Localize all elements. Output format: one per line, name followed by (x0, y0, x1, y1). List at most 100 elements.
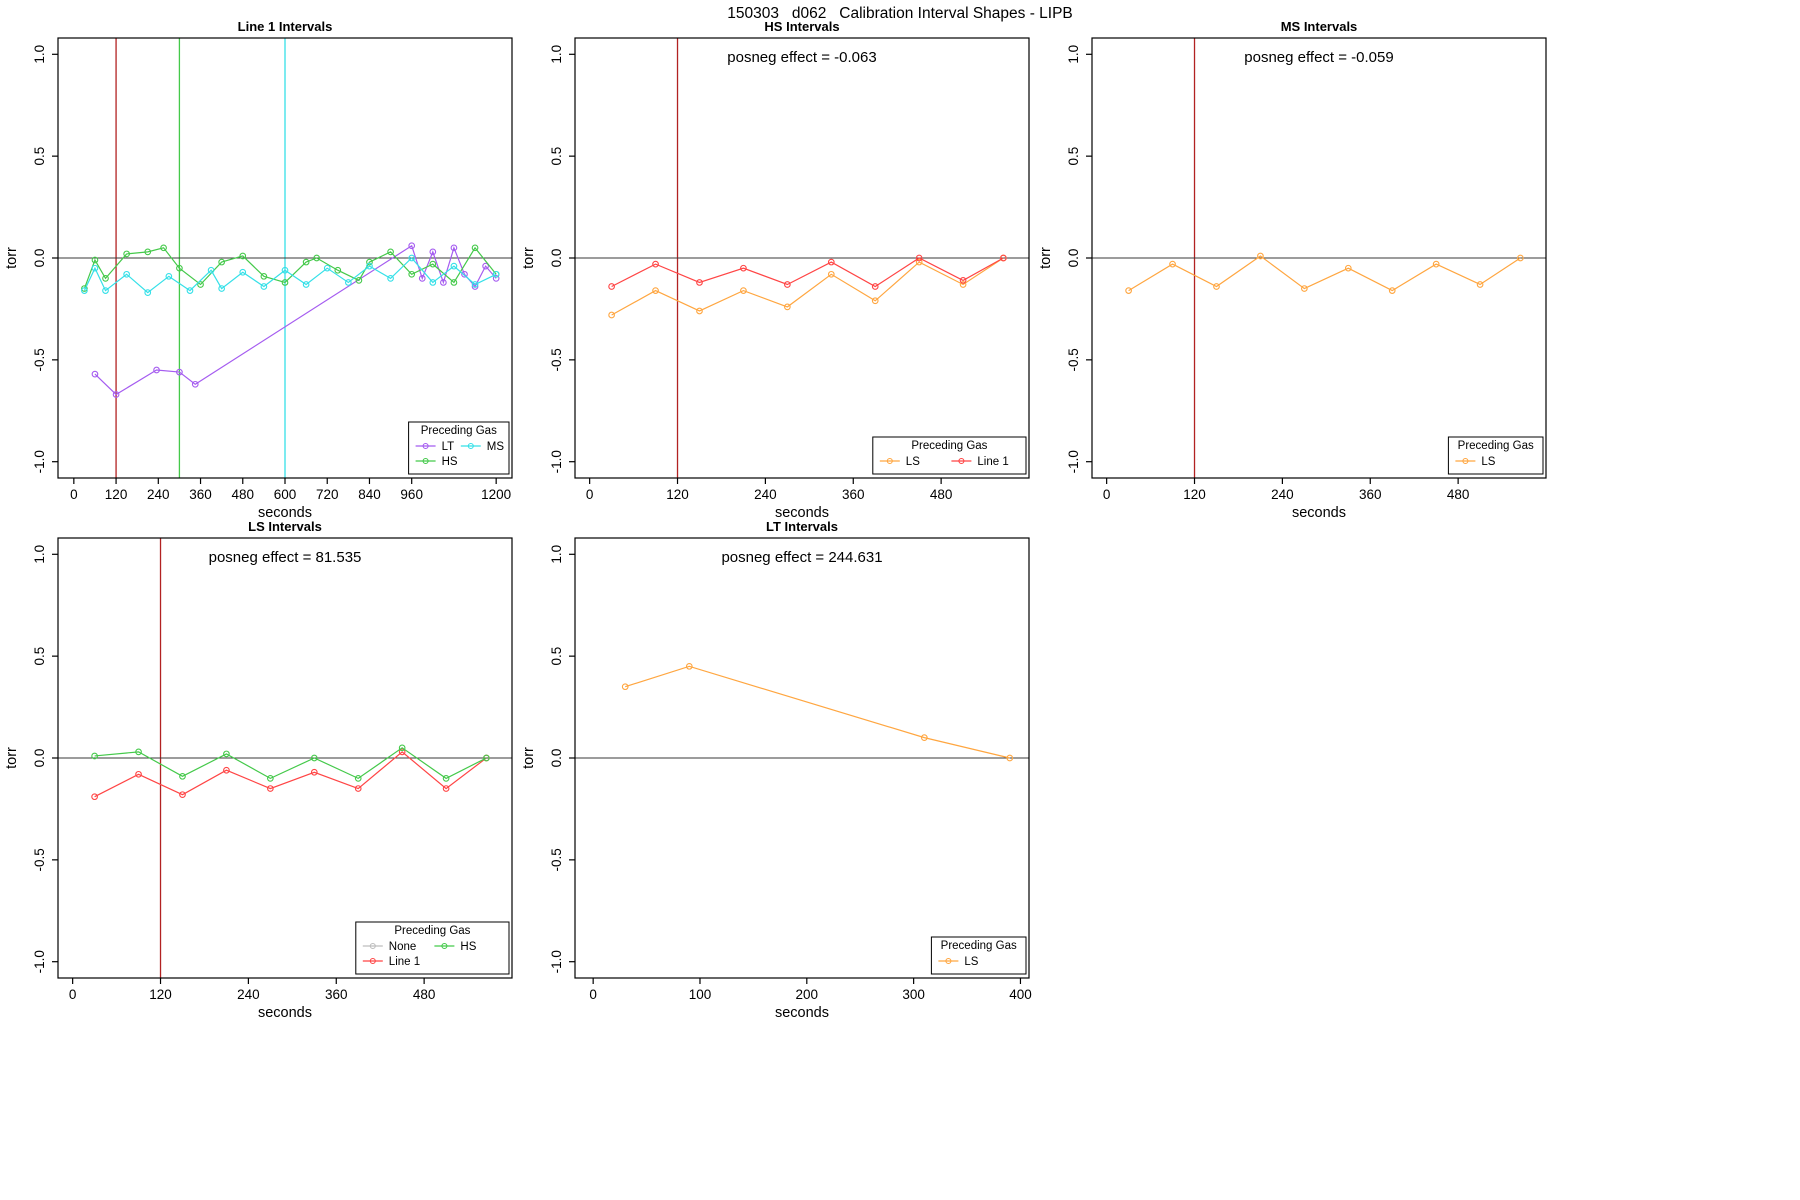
data-point (281, 266, 289, 274)
data-point (135, 770, 142, 778)
axes: 0 120 240 360 480 -1.0 -0.5 0.0 0.5 1.0 seconds tor… (521, 45, 952, 521)
y-tick-label: 0.5 (32, 647, 47, 666)
series-line (1128, 255, 1521, 292)
panel-ls-intervals: LS Intervals 0 120 240 360 480 -1.0 -0.5 0.0 0.5 1… (0, 519, 517, 1021)
series-hs (91, 744, 490, 782)
data-point (408, 270, 416, 278)
legend-glyph-marker (422, 442, 429, 450)
series-line-1 (608, 254, 1007, 290)
data-point (160, 244, 167, 252)
x-tick-label: 1200 (481, 487, 511, 502)
x-tick-label: 100 (689, 987, 712, 1002)
data-point (652, 260, 659, 268)
data-point (482, 262, 489, 270)
x-tick-label: 240 (1271, 487, 1294, 502)
data-point (440, 279, 447, 286)
data-point (123, 270, 130, 278)
data-point (102, 287, 109, 294)
data-point (1169, 260, 1176, 268)
x-tick-label: 0 (70, 487, 78, 502)
y-axis-label: torr (1038, 247, 1054, 269)
y-tick-label: 0.0 (32, 749, 47, 768)
y-tick-label: 0.5 (32, 147, 47, 166)
data-point (492, 275, 500, 282)
data-point (1301, 285, 1308, 292)
x-axis-label: seconds (775, 1005, 829, 1020)
legend: Preceding Gas None Line 1 HS (355, 921, 510, 975)
data-point (442, 775, 450, 782)
data-point (871, 297, 879, 305)
data-point (442, 785, 450, 792)
axes: 0 100 200 300 400 -1.0 -0.5 0.0 0.5 1.0 seconds tor… (521, 545, 1032, 1021)
data-point (387, 248, 394, 256)
x-tick-label: 120 (666, 487, 689, 502)
y-tick-label: 1.0 (1066, 45, 1081, 64)
legend-glyph-marker (945, 957, 952, 965)
x-tick-label: 360 (1359, 487, 1382, 502)
y-axis-label: torr (4, 747, 20, 769)
data-point (267, 785, 274, 792)
data-point (323, 264, 331, 272)
series-line (83, 246, 497, 289)
x-tick-label: 240 (147, 487, 170, 502)
legend-glyph-marker (886, 457, 893, 465)
data-point (355, 277, 363, 284)
panel-title: HS Intervals (764, 20, 839, 34)
y-tick-label: -0.5 (32, 348, 47, 371)
data-point (197, 281, 204, 288)
series-line (625, 665, 1010, 759)
data-point (827, 258, 835, 266)
panel-hs-intervals: HS Intervals 0 120 240 360 480 -1.0 -0.5 0.0 0.5 1… (517, 19, 1034, 521)
posneg-annotation: posneg effect = 244.631 (721, 549, 882, 566)
plot-box (57, 37, 513, 479)
x-tick-label: 240 (237, 987, 260, 1002)
data-point (450, 262, 458, 270)
panel-svg: LT Intervals 0 100 200 300 400 -1.0 -0.5 0.0 0.5 1… (521, 519, 1032, 1021)
x-tick-label: 300 (902, 987, 925, 1002)
x-tick-label: 600 (274, 487, 297, 502)
legend: Preceding Gas LS Line 1 (872, 436, 1027, 475)
data-point (461, 270, 468, 278)
panel-title: LT Intervals (766, 520, 838, 534)
data-point (260, 283, 268, 290)
x-tick-label: 360 (325, 987, 348, 1002)
y-tick-label: 1.0 (549, 45, 564, 64)
data-point (784, 303, 791, 311)
series-line (83, 257, 497, 294)
x-tick-label: 120 (149, 987, 172, 1002)
data-point (281, 279, 289, 286)
data-point (218, 285, 226, 292)
data-point (218, 258, 226, 266)
x-tick-label: 480 (413, 987, 436, 1002)
data-point (1006, 754, 1014, 762)
posneg-annotation: posneg effect = -0.063 (727, 49, 876, 66)
x-axis-label: seconds (1292, 505, 1346, 520)
y-axis-label: torr (4, 247, 20, 269)
panel-title: Line 1 Intervals (238, 20, 333, 34)
data-point (450, 279, 458, 286)
data-point (176, 264, 183, 272)
axes: 0 120 240 360 480 -1.0 -0.5 0.0 0.5 1.0 seconds tor… (4, 545, 436, 1021)
legend-label: Line 1 (389, 956, 420, 968)
posneg-annotation: posneg effect = 81.535 (209, 549, 362, 566)
data-point (959, 277, 967, 284)
legend-glyph-marker (467, 442, 474, 450)
series-lt (91, 242, 500, 398)
data-point (1125, 287, 1132, 294)
series-line (611, 257, 1004, 316)
y-tick-label: 0.0 (32, 249, 47, 268)
legend-label: LT (442, 441, 455, 453)
series-ls (621, 662, 1014, 762)
legend-glyph-marker (958, 457, 965, 465)
x-tick-label: 400 (1009, 987, 1032, 1002)
series-line (94, 751, 487, 798)
x-tick-label: 0 (1103, 487, 1111, 502)
data-point (471, 244, 479, 252)
data-point (1000, 254, 1007, 262)
data-point (398, 748, 406, 756)
x-axis-label: seconds (258, 505, 312, 520)
data-point (310, 754, 318, 762)
data-point (608, 283, 615, 290)
legend-title: Preceding Gas (1458, 440, 1534, 452)
